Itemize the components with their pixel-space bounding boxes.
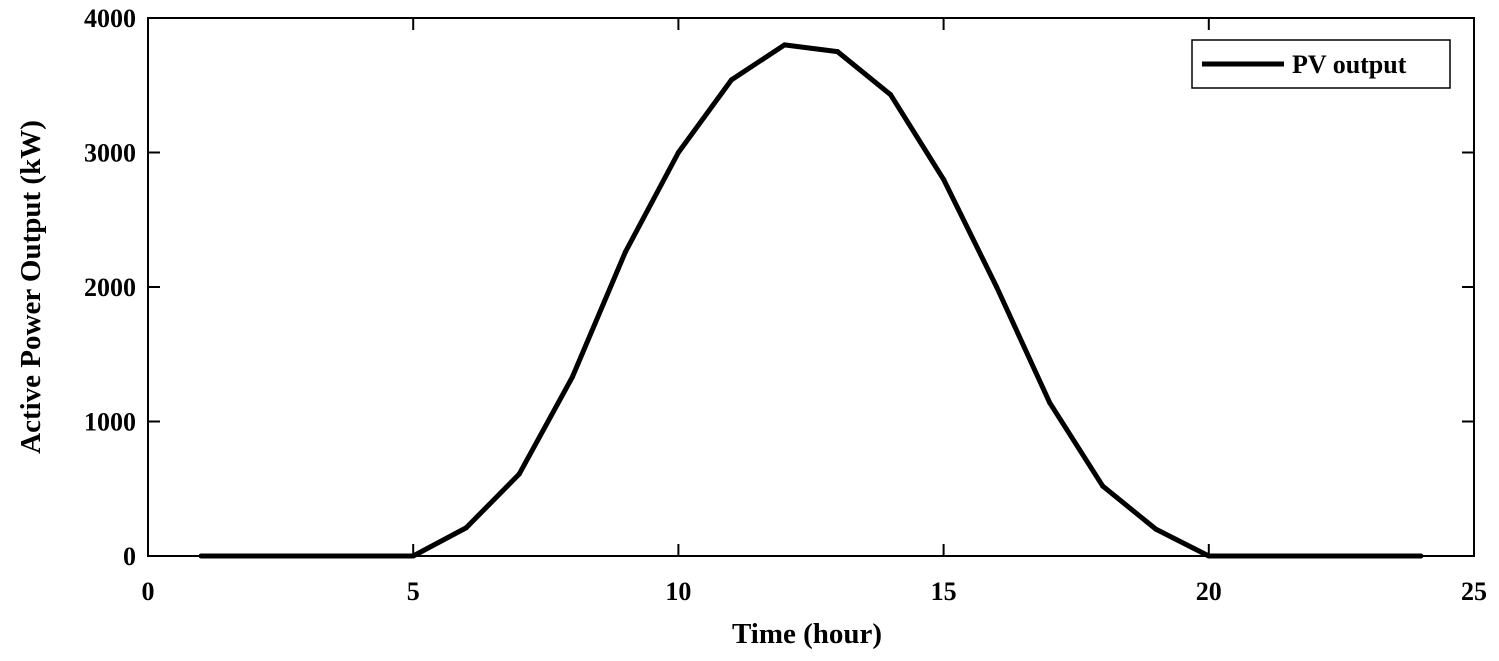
- x-axis-label: Time (hour): [732, 618, 882, 650]
- data-point: [198, 553, 204, 559]
- x-tick-label: 15: [931, 577, 957, 606]
- data-points: [198, 42, 1424, 559]
- data-point: [835, 49, 841, 55]
- data-point: [463, 525, 469, 531]
- y-tick-label: 0: [123, 542, 136, 571]
- y-tick-label: 2000: [84, 273, 136, 302]
- data-point: [1100, 483, 1106, 489]
- x-tick-label: 20: [1196, 577, 1222, 606]
- y-tick-label: 4000: [84, 4, 136, 33]
- data-point: [728, 77, 734, 83]
- x-tick-label: 0: [142, 577, 155, 606]
- data-point: [1259, 553, 1265, 559]
- data-point: [622, 249, 628, 255]
- tick-marks: [147, 17, 1475, 557]
- data-point: [1365, 553, 1371, 559]
- data-point: [357, 553, 363, 559]
- x-tick-label: 25: [1461, 577, 1487, 606]
- data-point: [675, 150, 681, 155]
- y-tick-label: 3000: [84, 139, 136, 168]
- data-point: [251, 553, 257, 559]
- data-point: [516, 471, 522, 477]
- series-line-pv-output: [201, 42, 1421, 559]
- data-point: [888, 92, 894, 98]
- plot-area: [147, 17, 1475, 557]
- data-point: [1418, 553, 1424, 559]
- data-point: [1047, 400, 1053, 406]
- legend-label: PV output: [1292, 50, 1407, 79]
- data-point: [304, 553, 310, 559]
- data-point: [781, 42, 787, 48]
- data-point: [994, 284, 1000, 290]
- data-point: [410, 553, 416, 559]
- data-point: [1153, 526, 1159, 532]
- data-point: [1206, 553, 1212, 559]
- y-tick-labels: 0 1000 2000 3000 4000: [84, 4, 136, 571]
- y-axis-label: Active Power Output (kW): [15, 120, 47, 454]
- legend: PV output: [1191, 39, 1451, 89]
- x-tick-labels: 0 5 10 15 20 25: [142, 577, 1488, 606]
- data-point: [941, 176, 947, 182]
- y-tick-label: 1000: [84, 408, 136, 437]
- x-tick-label: 5: [407, 577, 420, 606]
- data-point: [1312, 553, 1318, 559]
- x-tick-label: 10: [665, 577, 691, 606]
- data-point: [569, 374, 575, 380]
